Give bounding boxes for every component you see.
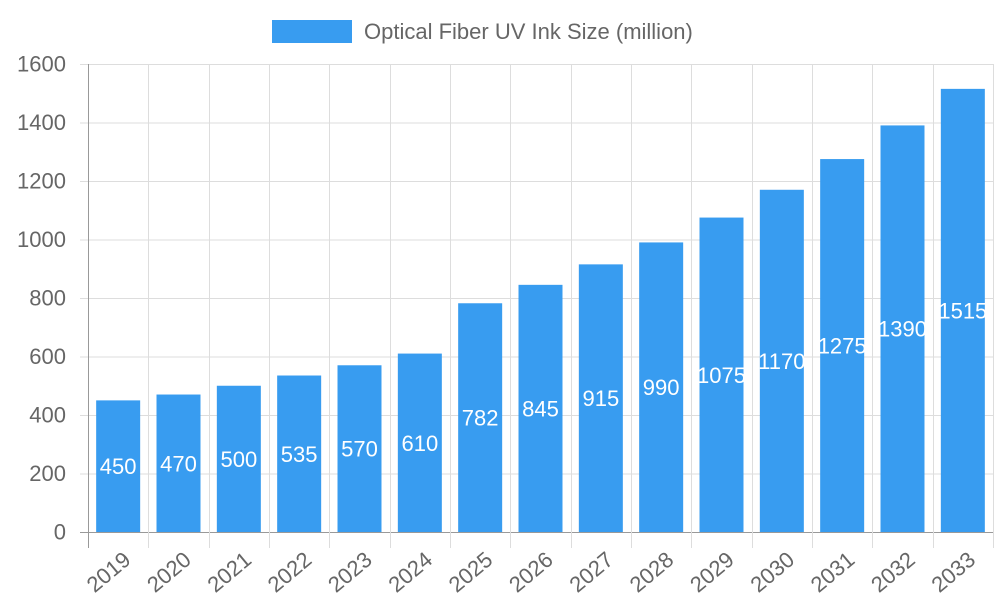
x-tick-label: 2023 xyxy=(323,547,377,598)
data-label: 1515 xyxy=(938,298,987,323)
data-label: 450 xyxy=(100,454,137,479)
x-tick-label: 2029 xyxy=(685,547,739,598)
x-tick-label: 2022 xyxy=(263,547,317,598)
data-label: 500 xyxy=(220,447,257,472)
y-tick-label: 1000 xyxy=(17,227,66,252)
bar-2019 xyxy=(96,400,141,532)
data-label: 915 xyxy=(582,386,619,411)
x-tick-label: 2020 xyxy=(142,547,196,598)
bar-2022 xyxy=(277,375,322,532)
bar-2029 xyxy=(699,217,744,532)
y-tick-label: 400 xyxy=(29,403,66,428)
bar-2020 xyxy=(156,394,201,532)
grid xyxy=(80,64,994,548)
data-label: 470 xyxy=(160,451,197,476)
data-label: 535 xyxy=(281,442,318,467)
bar-2021 xyxy=(216,385,261,532)
y-tick-label: 600 xyxy=(29,344,66,369)
data-label: 610 xyxy=(401,431,438,456)
x-tick-label: 2031 xyxy=(806,547,860,598)
data-label: 1275 xyxy=(818,334,867,359)
data-label: 1170 xyxy=(758,349,805,374)
bar-2031 xyxy=(820,159,865,532)
data-label: 570 xyxy=(341,437,378,462)
bar-2024 xyxy=(397,353,442,532)
y-tick-label: 1600 xyxy=(17,52,66,77)
legend-swatch xyxy=(272,20,352,43)
legend-label: Optical Fiber UV Ink Size (million) xyxy=(364,19,693,44)
bar-2023 xyxy=(337,365,382,532)
x-tick-label: 2021 xyxy=(202,547,256,598)
bar-2032 xyxy=(880,125,925,533)
y-tick-label: 200 xyxy=(29,461,66,486)
legend[interactable]: Optical Fiber UV Ink Size (million) xyxy=(272,19,693,44)
data-label: 782 xyxy=(462,406,499,431)
bar-2027 xyxy=(578,264,623,532)
y-tick-label: 800 xyxy=(29,286,66,311)
bar-2033 xyxy=(940,88,985,533)
bar-2025 xyxy=(458,303,503,532)
x-tick-label: 2026 xyxy=(504,547,558,598)
data-label: 1075 xyxy=(697,363,746,388)
x-tick-label: 2028 xyxy=(625,547,679,598)
bar-2026 xyxy=(518,284,563,532)
y-tick-label: 1400 xyxy=(17,110,66,135)
data-label: 1390 xyxy=(878,317,927,342)
bar-2030 xyxy=(759,189,804,532)
x-tick-label: 2024 xyxy=(383,547,437,598)
y-tick-label: 0 xyxy=(54,520,66,545)
x-tick-label: 2027 xyxy=(564,547,618,598)
x-tick-label: 2019 xyxy=(82,547,136,598)
x-tick-label: 2032 xyxy=(866,547,920,598)
x-tick-label: 2025 xyxy=(444,547,498,598)
x-tick-label: 2030 xyxy=(745,547,799,598)
bar-2028 xyxy=(639,242,684,533)
data-label: 845 xyxy=(522,396,559,421)
data-label: 990 xyxy=(643,375,680,400)
bars: 450 470 500 535 570 610 782 845 915 990 1075 1170 12… xyxy=(96,88,987,533)
x-tick-label: 2033 xyxy=(926,547,980,598)
y-tick-label: 1200 xyxy=(17,169,66,194)
